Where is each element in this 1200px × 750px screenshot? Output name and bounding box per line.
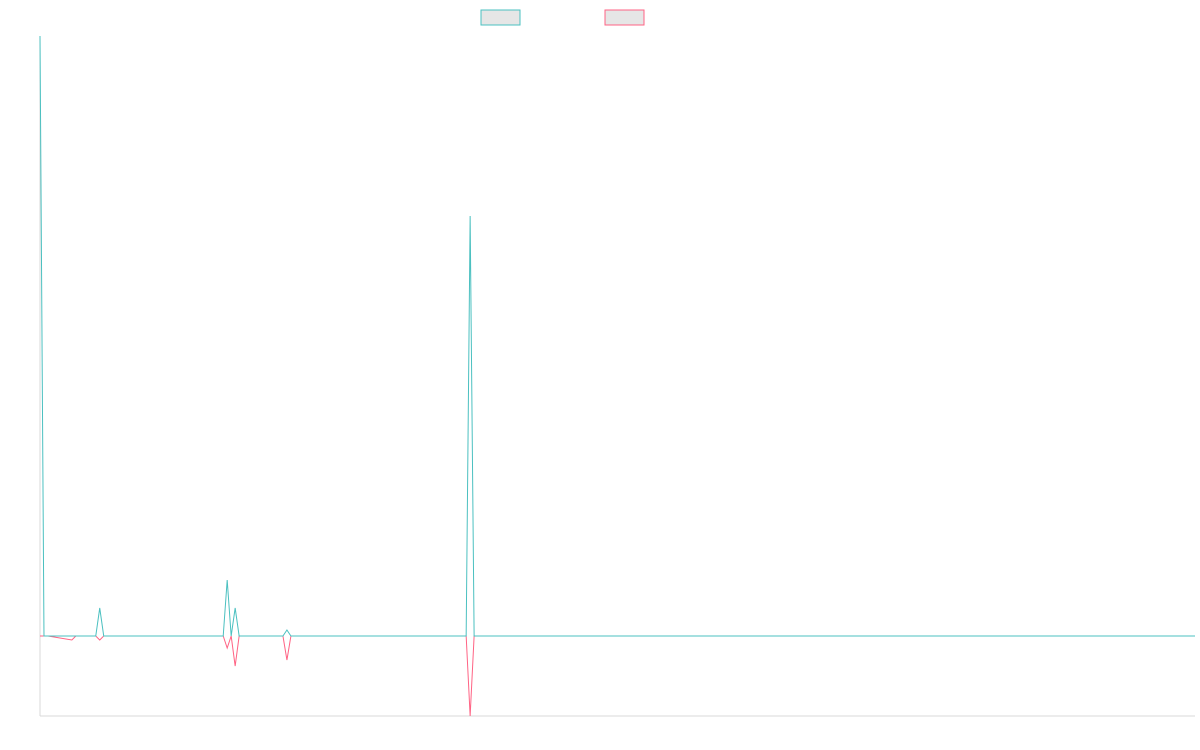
legend — [480, 9, 645, 26]
legend-swatch-series-1[interactable] — [480, 9, 521, 26]
series-lines — [39, 35, 1195, 717]
axes — [39, 36, 1195, 717]
legend-swatch-series-2[interactable] — [604, 9, 645, 26]
series-line-2 — [40, 635, 1195, 717]
series-line-1 — [39, 35, 1195, 637]
